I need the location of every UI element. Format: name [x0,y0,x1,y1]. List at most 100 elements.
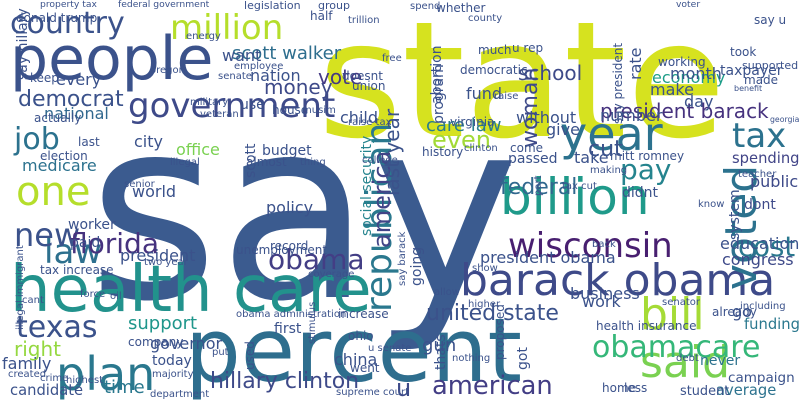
word-give: give [546,120,580,140]
word-cost: cost [738,229,796,263]
word-democratic: democratic [460,62,528,77]
word-took: took [730,44,757,59]
word-even: even [432,125,491,154]
word-every: every [56,70,102,90]
word-right: right [14,337,61,361]
word-want: want [222,46,262,66]
word-musim: musim [302,104,336,116]
word-supported: supported [742,58,799,72]
word-abortion: abortion [429,45,445,104]
word-stimulus: stimulus [307,301,318,344]
word-never: never [700,353,741,370]
word-medicare: medicare [22,156,97,176]
word-got: got [515,347,531,370]
word-went: went [350,360,380,375]
word-congress: congress [722,250,794,270]
word-less: less [624,380,648,395]
word-ohio: ohio [348,328,374,343]
word-oil: oil [110,290,122,302]
word-federal-government: federal government [118,0,210,10]
word-worker: worker [68,217,116,234]
word-democrat: democrat [18,87,124,113]
word-fund: fund [466,84,503,104]
word-spending: spending [732,150,800,168]
word-work: work [582,292,621,312]
word-nation: nation [250,66,301,86]
word-union: union [352,78,386,93]
word-rate: rate [626,47,645,81]
word-plan: plan [56,346,156,400]
word-family: family [2,354,52,374]
word-supreme-court: supreme court [336,386,409,398]
word-energy: energy [186,30,221,42]
word-know: know [698,198,725,210]
word-united-state: united state [426,301,559,327]
word-million: million [170,8,284,49]
word-clinton: clinton [464,142,498,154]
word-president-barack: president barack [600,99,769,123]
word-education: education [720,234,800,254]
word-property-tax: property tax [40,0,97,10]
word-keep: keep [30,70,59,85]
word-allow: allow [434,286,460,298]
word-dont: dont [744,197,776,214]
word-come: come [510,140,544,155]
word-governor: governor [150,334,223,354]
word-used: used [243,341,257,370]
word-free: free [382,52,402,64]
word-obamacare: obamacare [592,329,761,365]
word-spend: spend [410,0,441,12]
word-federal: federal [500,175,578,201]
word-one: one [16,169,91,215]
word-nothing: nothing [452,352,491,364]
word-record: record [270,238,309,253]
word-child: child [340,108,378,128]
word-china: china [334,350,378,370]
word-job: job [14,121,60,157]
word-going: going [409,246,425,286]
word-raise-tax: raise tax [348,116,392,128]
word-number: number [600,106,663,126]
word-coverage: coverage [308,268,355,280]
word-doesnt: doesnt [342,68,383,83]
word-texas: texas [16,309,98,345]
word-country: country [10,5,125,41]
word-said: said [640,336,731,388]
word-mitt-romney: mitt romney [610,148,685,163]
word-employee: employee [234,60,284,72]
word-created: created [8,368,47,380]
word-budget: budget [262,143,312,160]
word-make: make [650,80,694,100]
word-force: force [80,288,106,300]
word-u: u [396,373,412,400]
word-whether: whether [436,0,486,15]
word-social-security: social security [359,135,375,236]
word-higher: higher [468,298,501,310]
word-president: president [120,246,196,266]
word-crime: crime [40,372,69,384]
word-say: say [88,64,520,356]
word-hillary-clinton: hillary clinton [210,369,360,395]
word-including: including [740,300,786,312]
word-gun: gun [422,334,457,356]
word-virginia: virginia [450,114,495,129]
word-money: money [264,75,333,99]
word-made: made [744,72,779,87]
word-senator: senator [662,296,700,308]
word-obama-administration: obama administration [236,308,347,320]
word-year: year [560,106,663,161]
word-history: history [422,144,464,159]
word-health-insurance: health insurance [596,318,697,333]
word-public: public [750,172,799,192]
word-college: college [362,154,398,166]
word-pay: pay [620,153,672,187]
word-say-barack: say barack [397,231,408,286]
word-economy: economy [652,68,726,88]
word-candidate: candidate [10,382,84,400]
word-national: national [44,104,109,124]
word-debt: debt [676,352,699,364]
word-military: military [190,96,229,108]
word-donald-trump: donald trump [16,10,98,25]
word-thing: thing [300,156,326,168]
